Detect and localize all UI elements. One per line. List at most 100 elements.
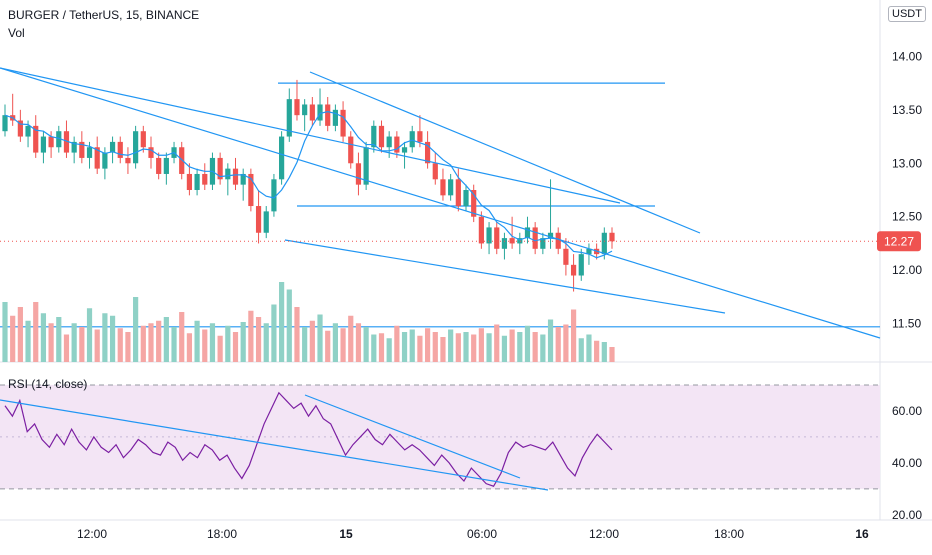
candle-body bbox=[586, 248, 592, 255]
candle-body bbox=[240, 173, 246, 185]
candle-body bbox=[363, 147, 369, 185]
volume-bar bbox=[332, 323, 338, 362]
volume-bar bbox=[125, 332, 131, 362]
candle-body bbox=[263, 211, 269, 233]
volume-bar bbox=[424, 328, 431, 362]
price-tick-label: 14.00 bbox=[892, 49, 922, 63]
candle-body bbox=[332, 109, 338, 126]
volume-bar bbox=[440, 337, 446, 362]
candle-body bbox=[494, 227, 500, 249]
candle-body bbox=[555, 232, 561, 249]
rsi-tick-label: 60.00 bbox=[892, 404, 922, 418]
candle-body bbox=[202, 173, 208, 185]
volume-bar bbox=[133, 297, 139, 362]
candle-body bbox=[302, 104, 308, 116]
time-tick-label: 18:00 bbox=[207, 527, 237, 541]
candle-body bbox=[140, 131, 146, 148]
volume-bar bbox=[609, 347, 615, 362]
candle-body bbox=[225, 168, 231, 180]
volume-bar bbox=[232, 332, 239, 362]
volume-bar bbox=[524, 325, 531, 362]
candle-body bbox=[578, 254, 584, 276]
rsi-trendline bbox=[0, 399, 549, 491]
volume-bar bbox=[102, 313, 108, 362]
volume-bar bbox=[309, 320, 315, 362]
currency-badge[interactable]: USDT bbox=[888, 6, 926, 22]
volume-bar bbox=[540, 334, 546, 362]
candle-body bbox=[86, 147, 93, 158]
candle-body bbox=[232, 168, 239, 185]
volume-bar bbox=[371, 334, 377, 362]
trendline bbox=[0, 67, 881, 339]
candle-body bbox=[125, 157, 131, 164]
candle-body bbox=[156, 157, 162, 174]
volume-bar bbox=[10, 315, 16, 362]
candle-body bbox=[294, 99, 300, 116]
symbol-title: BURGER / TetherUS, 15, BINANCE bbox=[8, 8, 200, 22]
candle-body bbox=[355, 163, 362, 185]
volume-bar bbox=[117, 328, 123, 362]
candles bbox=[2, 79, 615, 292]
candle-body bbox=[570, 264, 577, 276]
volume-bar bbox=[94, 329, 100, 362]
volume-bar bbox=[79, 327, 85, 362]
volume-bar bbox=[501, 335, 508, 362]
volume-bar bbox=[225, 325, 231, 362]
volume-bar bbox=[255, 317, 262, 362]
candle-body bbox=[424, 141, 431, 164]
candle-body bbox=[609, 232, 615, 242]
time-tick-label: 18:00 bbox=[714, 527, 744, 541]
candle-body bbox=[17, 120, 23, 137]
volume-bar bbox=[294, 307, 300, 362]
volume-bar bbox=[448, 329, 454, 362]
candle-body bbox=[440, 179, 446, 196]
candle-body bbox=[463, 190, 469, 207]
candle-body bbox=[486, 227, 492, 244]
candle-body bbox=[186, 173, 193, 190]
volume-bar bbox=[48, 323, 54, 362]
candle-body bbox=[133, 131, 139, 164]
moving-average-line bbox=[4, 110, 613, 259]
last-price-badge bbox=[877, 231, 921, 252]
vol-label: Vol bbox=[8, 26, 25, 40]
candle-body bbox=[286, 99, 292, 137]
candle-body bbox=[163, 157, 169, 174]
volume-bar bbox=[156, 320, 162, 362]
candle-body bbox=[432, 163, 438, 180]
volume-bar bbox=[471, 334, 477, 362]
candle-body bbox=[279, 136, 285, 180]
time-tick-label: 12:00 bbox=[589, 527, 619, 541]
volume-bar bbox=[202, 329, 208, 362]
volume-bar bbox=[509, 329, 515, 362]
volume-bar bbox=[355, 323, 362, 362]
volume-bar bbox=[217, 335, 223, 362]
volume-bar bbox=[340, 328, 346, 362]
candle-body bbox=[25, 125, 31, 137]
candle-body bbox=[517, 238, 523, 244]
candle-body bbox=[71, 141, 77, 153]
candle-body bbox=[417, 131, 423, 142]
time-tick-label: 15 bbox=[339, 527, 353, 541]
candle-body bbox=[524, 227, 531, 239]
candle-body bbox=[547, 232, 554, 239]
volume-bar bbox=[409, 329, 415, 362]
candle-body bbox=[601, 232, 607, 255]
candle-body bbox=[409, 131, 415, 148]
horizontal-levels bbox=[0, 82, 880, 328]
volume-bar bbox=[40, 313, 47, 362]
price-tick-label: 13.00 bbox=[892, 156, 922, 170]
price-tick-label: 12.50 bbox=[892, 210, 922, 224]
volume-bar bbox=[578, 338, 584, 362]
candle-body bbox=[56, 131, 62, 148]
candle-body bbox=[94, 147, 100, 169]
volume-bar bbox=[317, 314, 323, 362]
volume-bar bbox=[401, 332, 408, 362]
volume-bar bbox=[570, 309, 577, 362]
volume-bar bbox=[248, 310, 254, 362]
rsi-trendline bbox=[304, 394, 521, 479]
trendline bbox=[309, 71, 701, 234]
candle-body bbox=[2, 115, 8, 132]
rsi-line bbox=[4, 391, 613, 487]
